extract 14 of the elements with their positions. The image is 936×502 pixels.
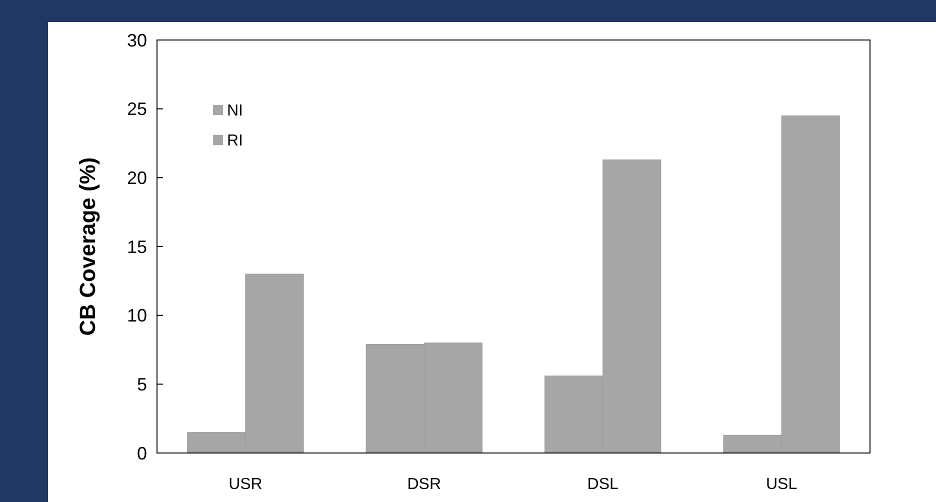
y-tick-label: 0 — [136, 443, 147, 464]
y-tick-label: 15 — [126, 236, 147, 257]
y-tick-label: 30 — [126, 30, 147, 50]
legend-label: NI — [227, 102, 243, 120]
x-tick-label: USL — [766, 476, 798, 493]
y-axis-title: CB Coverage (%) — [75, 157, 100, 336]
y-tick-label: 5 — [136, 374, 147, 394]
x-tick-label: DSR — [407, 476, 442, 493]
y-tick-label: 25 — [126, 99, 147, 120]
x-tick-label: USR — [228, 476, 262, 493]
y-tick-label: 20 — [126, 168, 147, 188]
y-tick-label: 10 — [126, 306, 147, 326]
legend-label: RI — [227, 132, 243, 150]
x-tick-label: DSL — [587, 476, 619, 493]
